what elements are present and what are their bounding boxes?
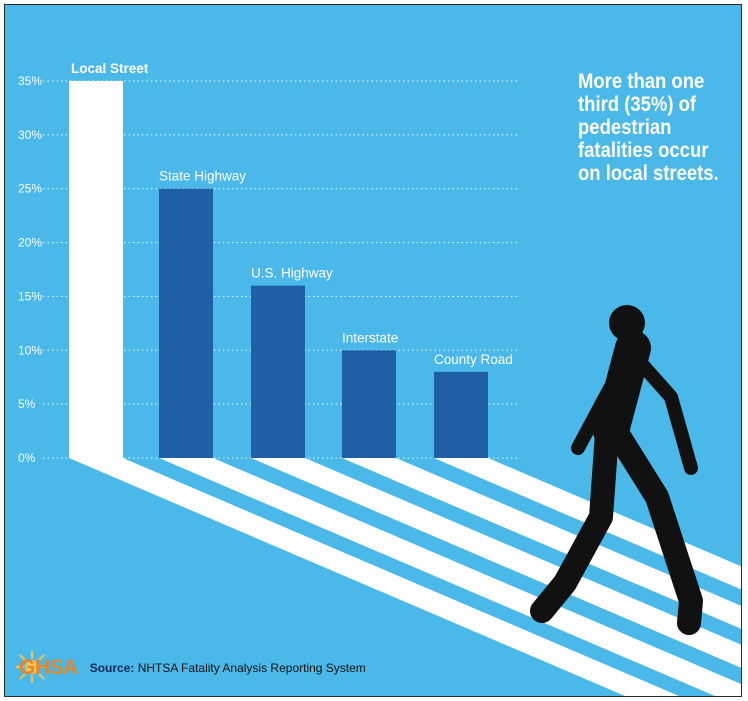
bar-chart: 0% 5% 10% 15% 20% 25% 30% 35% Local Street State… [5,5,741,696]
logo-text: GHSA [19,656,78,679]
y-tick-label: 10% [18,343,42,357]
category-labels: Local Street State Highway U.S. Highway Int… [71,61,513,367]
crosswalk-stripe [251,458,741,668]
ghsa-logo: GHSA [16,651,78,683]
source-text: NHTSA Fatality Analysis Reporting System [137,661,366,675]
sun-icon [16,651,48,683]
y-tick-label: 30% [18,128,42,142]
crosswalk-stripes [69,458,741,696]
headline: More than one third (35%) of pedestrian … [578,70,719,185]
category-label: County Road [434,352,513,367]
bar-state-highway [159,188,213,458]
crosswalk-stripe [159,458,741,696]
category-label: U.S. Highway [251,266,333,281]
y-tick-label: 35% [18,74,42,88]
y-tick-label: 0% [18,451,36,465]
infographic: 0% 5% 10% 15% 20% 25% 30% 35% Local Street State… [4,4,742,697]
y-tick-label: 15% [18,289,42,303]
bar-local-street [69,81,123,458]
source-label: Source: [89,661,135,675]
bar-interstate [342,350,396,458]
y-tick-label: 25% [18,182,42,196]
bar-county-road [434,371,488,458]
category-label: Interstate [342,330,398,345]
y-tick-label: 20% [18,236,42,250]
pedestrian-walking-icon [530,305,703,635]
crosswalk-stripe [69,458,679,696]
crosswalk-stripe [342,458,741,629]
y-tick-label: 5% [18,397,36,411]
bars [69,81,488,458]
category-label: Local Street [71,61,149,76]
bar-u-s-highway [251,285,305,458]
category-label: State Highway [159,169,246,184]
source-note: Source: NHTSA Fatality Analysis Reportin… [90,661,366,675]
y-axis-ticks: 0% 5% 10% 15% 20% 25% 30% 35% [18,74,42,465]
footer: GHSA Source: NHTSA Fatality Analysis Rep… [16,651,366,683]
